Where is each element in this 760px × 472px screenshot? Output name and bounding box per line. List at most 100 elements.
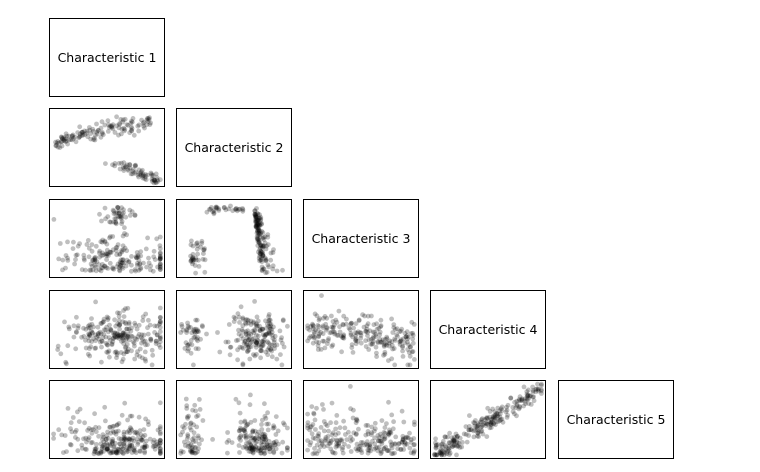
data-point <box>70 132 76 138</box>
data-point <box>495 405 501 411</box>
data-point <box>365 313 371 319</box>
data-point <box>221 205 227 210</box>
data-point <box>189 256 195 262</box>
data-point <box>111 208 117 214</box>
data-point <box>189 330 195 336</box>
data-point <box>386 358 391 363</box>
data-point <box>105 446 110 452</box>
data-point <box>353 446 359 452</box>
data-point <box>256 341 262 347</box>
data-point <box>119 160 124 166</box>
data-point <box>365 429 371 434</box>
data-point <box>261 439 267 445</box>
data-point <box>144 122 150 128</box>
data-point <box>522 399 528 404</box>
data-point <box>409 319 415 325</box>
data-point <box>454 434 460 439</box>
data-point <box>142 176 148 182</box>
data-point <box>157 451 163 456</box>
data-point <box>65 258 71 263</box>
data-point <box>234 208 240 214</box>
data-point <box>129 450 135 455</box>
data-point <box>100 237 106 243</box>
data-point <box>334 443 340 448</box>
data-point <box>253 340 259 345</box>
data-point <box>384 340 389 346</box>
data-point <box>123 321 129 327</box>
data-point <box>104 433 110 439</box>
data-point <box>253 213 258 219</box>
data-point <box>121 451 126 456</box>
data-point <box>190 439 196 444</box>
data-point <box>256 446 262 451</box>
data-point <box>157 250 163 256</box>
data-point <box>262 432 268 438</box>
data-point <box>81 334 87 339</box>
data-point <box>128 124 134 130</box>
data-point <box>97 339 103 345</box>
data-point <box>155 443 161 449</box>
data-point <box>485 405 491 411</box>
data-point <box>85 335 91 340</box>
data-point <box>112 163 118 169</box>
data-point <box>270 250 276 255</box>
data-point <box>87 267 93 273</box>
data-point <box>323 435 329 440</box>
data-point <box>142 450 148 456</box>
data-point <box>137 428 143 434</box>
data-point <box>486 419 492 425</box>
data-point <box>184 330 190 335</box>
data-point <box>117 322 123 327</box>
data-point <box>125 417 130 423</box>
data-point <box>122 245 128 251</box>
data-point <box>62 319 67 325</box>
data-point <box>137 261 143 267</box>
data-point <box>135 172 141 178</box>
data-point <box>80 132 85 137</box>
data-point <box>378 448 384 453</box>
data-point <box>116 208 122 214</box>
data-point <box>244 423 249 429</box>
data-point <box>191 435 197 440</box>
data-point <box>129 268 134 274</box>
data-point <box>117 251 123 257</box>
data-point <box>331 329 336 335</box>
data-point <box>194 329 200 335</box>
data-point <box>255 323 260 329</box>
data-point <box>255 222 261 228</box>
data-point <box>451 438 456 443</box>
data-point <box>142 125 147 131</box>
data-point <box>355 329 361 335</box>
data-point <box>200 256 206 262</box>
scatter-panel-r4-c2 <box>176 290 292 369</box>
data-point <box>475 425 480 431</box>
data-point <box>493 422 498 428</box>
data-point <box>254 432 260 437</box>
data-point <box>497 414 503 420</box>
data-point <box>93 424 98 430</box>
data-point <box>348 449 354 454</box>
data-point <box>75 409 80 415</box>
data-point <box>87 125 92 130</box>
data-point <box>432 451 437 457</box>
data-point <box>333 426 338 432</box>
data-point <box>494 413 500 419</box>
data-point <box>315 347 321 352</box>
data-point <box>335 333 341 338</box>
data-point <box>266 439 272 444</box>
data-point <box>99 119 105 125</box>
data-point <box>185 348 191 354</box>
data-point <box>265 427 271 433</box>
data-point <box>146 317 151 323</box>
data-point <box>256 342 262 348</box>
data-point <box>137 354 143 359</box>
data-point <box>438 450 443 456</box>
data-point <box>392 336 397 342</box>
data-point <box>195 328 201 334</box>
data-point <box>444 451 450 457</box>
data-point <box>265 262 271 268</box>
data-point <box>384 336 390 341</box>
data-point <box>90 257 96 263</box>
data-point <box>363 329 369 334</box>
data-point <box>531 394 536 400</box>
